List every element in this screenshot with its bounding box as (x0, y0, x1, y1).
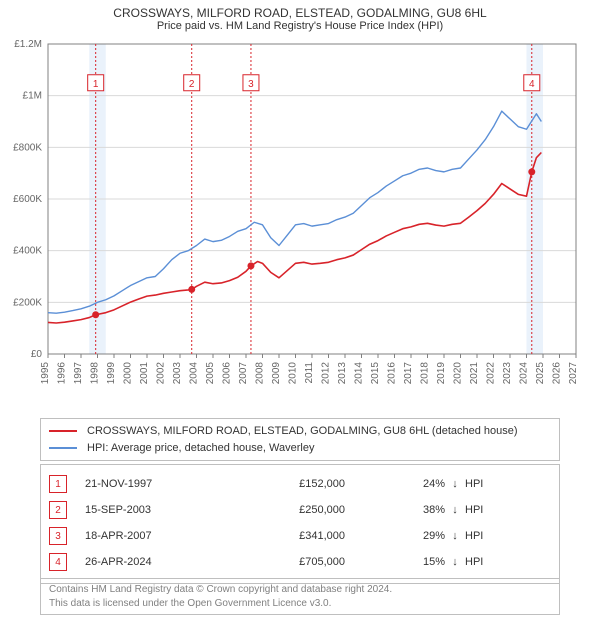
tx-percent: 24% (385, 478, 445, 490)
legend-swatch (49, 447, 77, 449)
svg-text:2005: 2005 (205, 362, 216, 385)
svg-text:2019: 2019 (436, 362, 447, 385)
tx-date: 21-NOV-1997 (85, 478, 235, 490)
svg-text:2025: 2025 (535, 362, 546, 385)
svg-text:2006: 2006 (222, 362, 233, 385)
footer-line-2: This data is licensed under the Open Gov… (49, 597, 551, 611)
svg-text:£200K: £200K (13, 297, 42, 308)
svg-text:2027: 2027 (568, 362, 579, 385)
svg-text:£800K: £800K (13, 142, 42, 153)
svg-text:£400K: £400K (13, 246, 42, 257)
svg-text:2004: 2004 (189, 362, 200, 385)
legend-row: CROSSWAYS, MILFORD ROAD, ELSTEAD, GODALM… (49, 423, 551, 440)
tx-badge: 3 (49, 527, 67, 545)
down-arrow-icon: ↓ (445, 556, 465, 568)
svg-text:2021: 2021 (469, 362, 480, 385)
svg-text:2015: 2015 (370, 362, 381, 385)
legend-row: HPI: Average price, detached house, Wave… (49, 440, 551, 457)
tx-percent: 29% (385, 530, 445, 542)
footer-attribution: Contains HM Land Registry data © Crown c… (40, 578, 560, 615)
tx-date: 26-APR-2024 (85, 556, 235, 568)
tx-price: £705,000 (235, 556, 385, 568)
svg-text:2018: 2018 (420, 362, 431, 385)
svg-text:1997: 1997 (73, 362, 84, 385)
tx-percent: 38% (385, 504, 445, 516)
tx-date: 15-SEP-2003 (85, 504, 235, 516)
legend-swatch (49, 430, 77, 432)
tx-percent: 15% (385, 556, 445, 568)
table-row: 4 26-APR-2024£705,00015%↓HPI (49, 549, 551, 575)
tx-hpi-label: HPI (465, 478, 505, 490)
svg-text:2002: 2002 (156, 362, 167, 385)
svg-text:3: 3 (248, 79, 254, 90)
svg-text:2020: 2020 (453, 362, 464, 385)
svg-text:1999: 1999 (106, 362, 117, 385)
transactions-table: 121-NOV-1997£152,00024%↓HPI215-SEP-2003£… (40, 464, 560, 584)
svg-text:£1.2M: £1.2M (14, 39, 42, 50)
chart-plot: £0 £200K £400K £600K £800K £1M £1.2M 1995 1996 19… (0, 38, 600, 408)
chart-container: CROSSWAYS, MILFORD ROAD, ELSTEAD, GODALM… (0, 0, 600, 620)
svg-text:2012: 2012 (321, 362, 332, 385)
svg-text:2000: 2000 (123, 362, 134, 385)
table-row: 2 15-SEP-2003£250,00038%↓HPI (49, 497, 551, 523)
svg-text:2008: 2008 (255, 362, 266, 385)
svg-text:4: 4 (529, 79, 535, 90)
svg-text:2: 2 (189, 79, 195, 90)
tx-hpi-label: HPI (465, 504, 505, 516)
svg-text:1998: 1998 (90, 362, 101, 385)
svg-text:1995: 1995 (40, 362, 51, 385)
svg-text:£0: £0 (31, 349, 43, 360)
svg-text:2026: 2026 (552, 362, 563, 385)
svg-text:2023: 2023 (502, 362, 513, 385)
tx-date: 18-APR-2007 (85, 530, 235, 542)
down-arrow-icon: ↓ (445, 478, 465, 490)
tx-price: £341,000 (235, 530, 385, 542)
tx-hpi-label: HPI (465, 556, 505, 568)
tx-hpi-label: HPI (465, 530, 505, 542)
svg-text:2024: 2024 (519, 362, 530, 385)
legend: CROSSWAYS, MILFORD ROAD, ELSTEAD, GODALM… (40, 418, 560, 461)
svg-text:2022: 2022 (486, 362, 497, 385)
svg-text:2011: 2011 (304, 362, 315, 384)
svg-text:2003: 2003 (172, 362, 183, 385)
chart-title: CROSSWAYS, MILFORD ROAD, ELSTEAD, GODALM… (0, 0, 600, 20)
svg-text:1996: 1996 (57, 362, 68, 385)
footer-line-1: Contains HM Land Registry data © Crown c… (49, 583, 551, 597)
tx-badge: 4 (49, 553, 67, 571)
legend-label: CROSSWAYS, MILFORD ROAD, ELSTEAD, GODALM… (87, 423, 518, 440)
tx-price: £250,000 (235, 504, 385, 516)
chart-subtitle: Price paid vs. HM Land Registry's House … (0, 20, 600, 36)
svg-text:£1M: £1M (23, 91, 42, 102)
svg-text:2013: 2013 (337, 362, 348, 385)
tx-badge: 2 (49, 501, 67, 519)
svg-text:£600K: £600K (13, 194, 42, 205)
svg-text:2010: 2010 (288, 362, 299, 385)
svg-text:2009: 2009 (271, 362, 282, 385)
svg-text:2016: 2016 (387, 362, 398, 385)
svg-text:2014: 2014 (354, 362, 365, 385)
table-row: 3 18-APR-2007£341,00029%↓HPI (49, 523, 551, 549)
svg-text:2017: 2017 (403, 362, 414, 385)
tx-price: £152,000 (235, 478, 385, 490)
legend-label: HPI: Average price, detached house, Wave… (87, 440, 314, 457)
tx-badge: 1 (49, 475, 67, 493)
table-row: 1 21-NOV-1997£152,00024%↓HPI (49, 471, 551, 497)
svg-text:2001: 2001 (139, 362, 150, 385)
down-arrow-icon: ↓ (445, 530, 465, 542)
svg-text:1: 1 (93, 79, 99, 90)
svg-text:2007: 2007 (238, 362, 249, 385)
down-arrow-icon: ↓ (445, 504, 465, 516)
